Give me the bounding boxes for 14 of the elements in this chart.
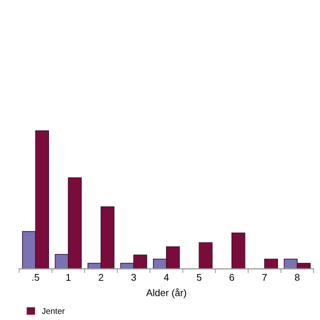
x-tick-label: 8	[294, 274, 300, 281]
x-tick-label: 4	[164, 274, 169, 281]
bar	[264, 258, 278, 269]
x-tick-label: 3	[131, 274, 136, 281]
x-tick-label: 2	[98, 274, 104, 281]
x-tick-label: .5	[32, 274, 40, 281]
x-tick-label: 1	[66, 274, 70, 281]
x-tick-label: 7	[262, 274, 267, 281]
x-tick-label: 6	[230, 274, 234, 281]
bar	[231, 232, 246, 269]
bar	[198, 242, 213, 269]
x-tick-label: 5	[196, 274, 202, 281]
x-axis-title: Alder (år)	[146, 288, 186, 298]
legend-label: Jenter	[42, 308, 65, 314]
